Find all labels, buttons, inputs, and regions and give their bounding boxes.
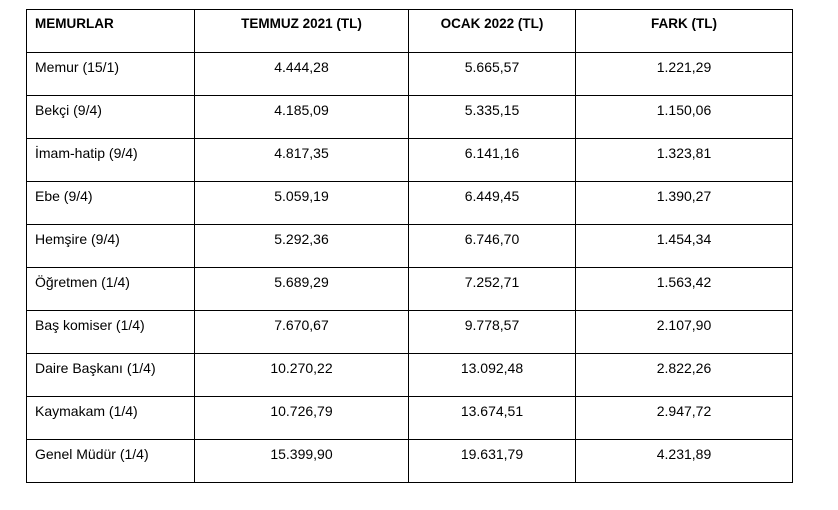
january-2022-cell: 6.141,16: [408, 138, 576, 182]
difference-cell: 1.390,27: [575, 181, 793, 225]
july-2021-cell: 7.670,67: [194, 310, 409, 354]
position-cell: Memur (15/1): [26, 52, 195, 96]
table-row: Bekçi (9/4) 4.185,09 5.335,15 1.150,06: [26, 95, 793, 139]
table-body: Memur (15/1) 4.444,28 5.665,57 1.221,29 Bekç…: [26, 52, 793, 483]
table-row: Hemşire (9/4) 5.292,36 6.746,70 1.454,34: [26, 224, 793, 268]
difference-cell: 1.454,34: [575, 224, 793, 268]
january-2022-cell: 19.631,79: [408, 439, 576, 483]
position-cell: Bekçi (9/4): [26, 95, 195, 139]
table-row: Öğretmen (1/4) 5.689,29 7.252,71 1.563,42: [26, 267, 793, 311]
difference-cell: 1.563,42: [575, 267, 793, 311]
july-2021-cell: 5.292,36: [194, 224, 409, 268]
table-row: Kaymakam (1/4) 10.726,79 13.674,51 2.947,72: [26, 396, 793, 440]
difference-cell: 4.231,89: [575, 439, 793, 483]
difference-cell: 2.822,26: [575, 353, 793, 397]
position-cell: Baş komiser (1/4): [26, 310, 195, 354]
january-2022-cell: 9.778,57: [408, 310, 576, 354]
january-2022-cell: 13.092,48: [408, 353, 576, 397]
difference-cell: 2.947,72: [575, 396, 793, 440]
salary-comparison-table: MEMURLAR TEMMUZ 2021 (TL) OCAK 2022 (TL)…: [26, 9, 793, 483]
table-row: Baş komiser (1/4) 7.670,67 9.778,57 2.107,9…: [26, 310, 793, 354]
position-cell: Kaymakam (1/4): [26, 396, 195, 440]
january-2022-cell: 7.252,71: [408, 267, 576, 311]
header-ocak-2022: OCAK 2022 (TL): [408, 9, 576, 53]
january-2022-cell: 6.746,70: [408, 224, 576, 268]
header-temmuz-2021: TEMMUZ 2021 (TL): [194, 9, 409, 53]
table-header-row: MEMURLAR TEMMUZ 2021 (TL) OCAK 2022 (TL)…: [26, 9, 793, 53]
table-row: Daire Başkanı (1/4) 10.270,22 13.092,48 2.8…: [26, 353, 793, 397]
position-cell: Hemşire (9/4): [26, 224, 195, 268]
table-row: Memur (15/1) 4.444,28 5.665,57 1.221,29: [26, 52, 793, 96]
table-row: Ebe (9/4) 5.059,19 6.449,45 1.390,27: [26, 181, 793, 225]
july-2021-cell: 10.726,79: [194, 396, 409, 440]
header-fark: FARK (TL): [575, 9, 793, 53]
july-2021-cell: 15.399,90: [194, 439, 409, 483]
july-2021-cell: 5.059,19: [194, 181, 409, 225]
position-cell: İmam-hatip (9/4): [26, 138, 195, 182]
difference-cell: 1.150,06: [575, 95, 793, 139]
table-row: İmam-hatip (9/4) 4.817,35 6.141,16 1.323,81: [26, 138, 793, 182]
july-2021-cell: 10.270,22: [194, 353, 409, 397]
july-2021-cell: 5.689,29: [194, 267, 409, 311]
position-cell: Genel Müdür (1/4): [26, 439, 195, 483]
position-cell: Ebe (9/4): [26, 181, 195, 225]
january-2022-cell: 6.449,45: [408, 181, 576, 225]
table-row: Genel Müdür (1/4) 15.399,90 19.631,79 4.231…: [26, 439, 793, 483]
july-2021-cell: 4.444,28: [194, 52, 409, 96]
july-2021-cell: 4.185,09: [194, 95, 409, 139]
position-cell: Daire Başkanı (1/4): [26, 353, 195, 397]
difference-cell: 1.221,29: [575, 52, 793, 96]
difference-cell: 1.323,81: [575, 138, 793, 182]
difference-cell: 2.107,90: [575, 310, 793, 354]
position-cell: Öğretmen (1/4): [26, 267, 195, 311]
header-memurlar: MEMURLAR: [26, 9, 195, 53]
january-2022-cell: 5.665,57: [408, 52, 576, 96]
january-2022-cell: 5.335,15: [408, 95, 576, 139]
january-2022-cell: 13.674,51: [408, 396, 576, 440]
july-2021-cell: 4.817,35: [194, 138, 409, 182]
